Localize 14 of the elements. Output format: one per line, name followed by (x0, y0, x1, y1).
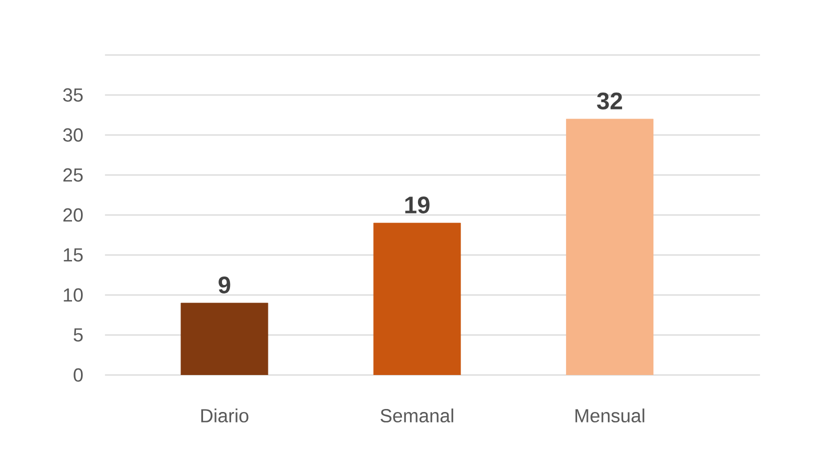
data-label: 32 (596, 92, 622, 110)
data-label: 19 (405, 196, 430, 214)
x-tick-label: Mensual (576, 408, 644, 422)
y-tick-label: 0 (74, 368, 83, 382)
x-tick-label: Diario (201, 408, 248, 422)
y-tick-label: 35 (63, 88, 83, 102)
y-tick-label: 25 (63, 168, 83, 182)
y-tick-label: 30 (63, 128, 83, 142)
data-label: 9 (218, 276, 230, 294)
y-tick-label: 5 (74, 328, 83, 342)
y-tick-label: 10 (64, 288, 83, 302)
y-tick-label: 15 (64, 248, 83, 262)
x-tick-label: Semanal (380, 408, 454, 422)
y-tick-label: 20 (63, 208, 83, 222)
